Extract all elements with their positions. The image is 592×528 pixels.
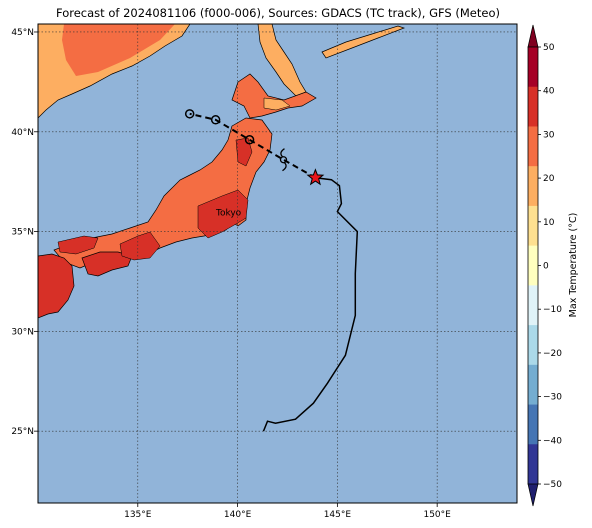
latitude-tick-labels: 25°N 30°N 35°N 40°N 45°N — [11, 28, 38, 437]
forecast-track-line — [189, 112, 316, 179]
land-mainland-north-warm — [62, 24, 175, 76]
chart-title: Forecast of 2024081106 (f000-006), Sourc… — [56, 6, 500, 20]
colorbar-tick-label: 50 — [543, 43, 555, 53]
colorbar-band — [528, 245, 538, 286]
lat-tick-label: 25°N — [11, 427, 34, 437]
colorbar-band — [528, 325, 538, 366]
patch-kanto — [197, 189, 249, 239]
lon-tick-label: 150°E — [423, 510, 451, 520]
map-panel: Tokyo — [38, 24, 517, 503]
forecast-position-marker — [244, 135, 255, 145]
colorbar-tick-label: 10 — [543, 218, 555, 228]
lon-tick-label: 135°E — [124, 510, 152, 520]
lon-tick-label: 140°E — [224, 510, 252, 520]
colorbar-band — [528, 126, 538, 167]
city-marker-tokyo: Tokyo — [215, 209, 242, 219]
colorbar-tick-label: −10 — [543, 305, 562, 315]
land-kyushu — [38, 253, 75, 319]
lon-tick-label: 145°E — [324, 510, 352, 520]
colorbar-band — [528, 404, 538, 445]
land-hokkaido — [231, 73, 317, 119]
colorbar-tick-label: 40 — [543, 87, 555, 97]
tc-track — [184, 109, 359, 432]
colorbar-tick-label: −50 — [543, 480, 562, 490]
land-shikoku — [81, 251, 133, 277]
colorbar-label: Max Temperature (°C) — [568, 213, 579, 318]
colorbar-tick-label: 0 — [543, 262, 549, 272]
colorbar-band — [528, 364, 538, 405]
colorbar-tick-label: 30 — [543, 130, 555, 140]
lat-tick-label: 30°N — [11, 327, 34, 337]
current-position-star-icon — [306, 168, 325, 186]
colorbar-extend-top — [527, 24, 539, 48]
lat-tick-label: 45°N — [11, 28, 34, 38]
storm-symbol-icon — [279, 148, 288, 172]
colorbar: 50 40 30 20 10 0 −10 −20 −30 −40 −50 — [527, 24, 562, 507]
graticule — [38, 24, 517, 503]
patch-west-honshu — [57, 235, 99, 255]
colorbar-tick-label: 20 — [543, 174, 555, 184]
lat-tick-label: 40°N — [11, 128, 34, 138]
longitude-tick-labels: 135°E 140°E 145°E 150°E — [124, 503, 451, 520]
colorbar-band — [528, 285, 538, 326]
colorbar-band — [528, 166, 538, 207]
colorbar-tick-label: −20 — [543, 349, 562, 359]
colorbar-band — [528, 444, 538, 485]
patch-hokkaido-cool — [263, 97, 291, 111]
colorbar-band — [528, 47, 538, 88]
land-kurils — [321, 25, 406, 59]
colorbar-tick-label: −30 — [543, 393, 562, 403]
colorbar-band — [528, 86, 538, 127]
city-label-tokyo: Tokyo — [215, 209, 242, 219]
colorbar-tick-label: −40 — [543, 436, 562, 446]
lat-tick-label: 35°N — [11, 228, 34, 238]
patch-kansai — [119, 231, 161, 261]
temperature-patches — [57, 97, 291, 261]
forecast-position-marker — [210, 115, 221, 125]
map-frame — [37, 23, 518, 504]
forecast-position-marker — [184, 109, 195, 119]
colorbar-extend-bottom — [527, 483, 539, 507]
colorbar-band — [528, 205, 538, 246]
past-track-line — [262, 176, 359, 432]
